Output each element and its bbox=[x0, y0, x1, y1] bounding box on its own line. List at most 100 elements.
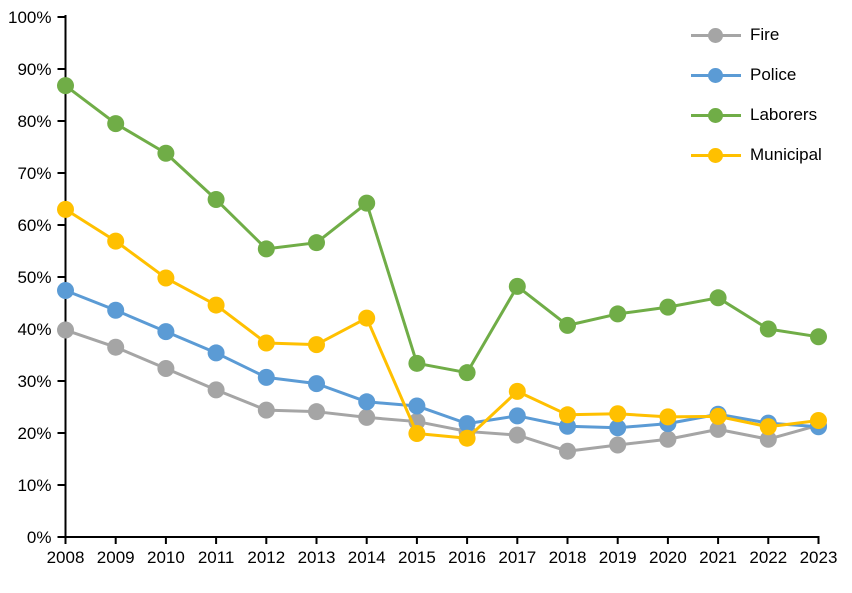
x-axis-label: 2022 bbox=[749, 548, 787, 567]
data-point-police-2009 bbox=[107, 301, 125, 319]
data-point-fire-2010 bbox=[157, 360, 175, 378]
data-point-fire-2017 bbox=[508, 426, 526, 444]
series-line-fire bbox=[64, 328, 820, 453]
data-point-municipal-2016 bbox=[458, 429, 476, 447]
data-point-police-2015 bbox=[408, 397, 426, 415]
data-point-police-2017 bbox=[508, 407, 526, 425]
legend-label-municipal: Municipal bbox=[750, 145, 822, 164]
data-point-laborers-2020 bbox=[659, 298, 677, 316]
x-axis-label: 2018 bbox=[549, 548, 587, 567]
legend-marker-police-icon bbox=[691, 67, 741, 83]
y-axis-label: 30% bbox=[17, 372, 51, 391]
legend-label-fire: Fire bbox=[750, 25, 780, 44]
data-point-fire-2018 bbox=[559, 442, 576, 460]
data-point-laborers-2018 bbox=[559, 316, 576, 334]
y-axis-label: 60% bbox=[17, 216, 51, 235]
data-point-laborers-2012 bbox=[257, 240, 275, 258]
data-point-municipal-2015 bbox=[408, 425, 426, 443]
legend-item-laborers: Laborers bbox=[691, 95, 822, 135]
data-point-laborers-2023 bbox=[810, 328, 827, 346]
data-point-laborers-2019 bbox=[609, 305, 627, 323]
y-axis-label: 40% bbox=[17, 320, 51, 339]
data-point-municipal-2021 bbox=[709, 407, 727, 425]
data-point-police-2011 bbox=[207, 344, 225, 362]
x-axis-label: 2009 bbox=[97, 548, 135, 567]
data-point-municipal-2009 bbox=[107, 232, 125, 250]
legend-label-laborers: Laborers bbox=[750, 105, 818, 124]
y-axis-label: 90% bbox=[17, 60, 51, 79]
legend-item-police: Police bbox=[691, 55, 822, 95]
x-axis-label: 2019 bbox=[599, 548, 637, 567]
data-point-fire-2019 bbox=[609, 436, 627, 454]
data-point-fire-2014 bbox=[358, 408, 376, 426]
x-axis-label: 2013 bbox=[298, 548, 336, 567]
data-point-municipal-2020 bbox=[659, 408, 677, 426]
data-point-police-2019 bbox=[609, 419, 627, 437]
data-point-municipal-2013 bbox=[308, 336, 325, 354]
x-axis-label: 2023 bbox=[800, 548, 838, 567]
legend-marker-fire-icon bbox=[691, 27, 741, 43]
x-axis-label: 2014 bbox=[348, 548, 386, 567]
data-point-police-2010 bbox=[157, 323, 175, 341]
data-point-police-2012 bbox=[257, 368, 275, 386]
data-point-fire-2022 bbox=[759, 430, 777, 448]
data-point-municipal-2010 bbox=[157, 269, 175, 287]
y-axis-label: 80% bbox=[17, 112, 51, 131]
data-point-police-2016 bbox=[458, 415, 476, 433]
x-axis-label: 2017 bbox=[498, 548, 536, 567]
data-point-fire-2009 bbox=[107, 338, 125, 356]
data-point-laborers-2017 bbox=[508, 277, 526, 295]
legend-dot-swatch bbox=[708, 107, 723, 123]
data-point-fire-2011 bbox=[207, 381, 225, 399]
data-point-fire-2020 bbox=[659, 430, 677, 448]
data-point-police-2008 bbox=[57, 282, 74, 300]
legend-label-police: Police bbox=[750, 65, 797, 84]
y-axis-label: 100% bbox=[8, 8, 51, 27]
data-point-laborers-2010 bbox=[157, 144, 175, 162]
series-line-police bbox=[64, 289, 820, 430]
data-point-laborers-2015 bbox=[408, 354, 426, 372]
legend-marker-municipal-icon bbox=[691, 147, 741, 163]
data-point-laborers-2013 bbox=[308, 234, 325, 252]
y-axis-label: 10% bbox=[17, 476, 51, 495]
legend-dot-swatch bbox=[708, 27, 723, 43]
x-axis-label: 2020 bbox=[649, 548, 687, 567]
legend-item-fire: Fire bbox=[691, 15, 822, 55]
data-point-municipal-2023 bbox=[810, 412, 827, 430]
data-point-laborers-2022 bbox=[759, 320, 777, 338]
series-line-municipal bbox=[64, 207, 820, 440]
x-axis-label: 2008 bbox=[47, 548, 85, 567]
data-point-fire-2021 bbox=[709, 420, 727, 438]
x-axis-label: 2010 bbox=[147, 548, 185, 567]
data-point-laborers-2014 bbox=[358, 194, 376, 212]
data-point-municipal-2011 bbox=[207, 296, 225, 314]
data-point-municipal-2017 bbox=[508, 382, 526, 400]
data-point-fire-2013 bbox=[308, 403, 325, 421]
legend-item-municipal: Municipal bbox=[691, 135, 822, 175]
x-axis-label: 2012 bbox=[247, 548, 285, 567]
data-point-laborers-2009 bbox=[107, 115, 125, 133]
data-point-police-2014 bbox=[358, 393, 376, 411]
legend: Fire Police Laborers Municipal bbox=[691, 15, 822, 175]
data-point-laborers-2016 bbox=[458, 364, 476, 382]
y-axis-label: 70% bbox=[17, 164, 51, 183]
x-axis-label: 2011 bbox=[198, 548, 235, 567]
legend-dot-swatch bbox=[708, 67, 723, 83]
data-point-laborers-2008 bbox=[57, 77, 74, 95]
x-axis-label: 2021 bbox=[699, 548, 737, 567]
legend-dot-swatch bbox=[708, 147, 723, 163]
y-axis-label: 20% bbox=[17, 424, 51, 443]
y-axis-label: 50% bbox=[17, 268, 51, 287]
legend-marker-laborers-icon bbox=[691, 107, 741, 123]
data-point-municipal-2012 bbox=[257, 334, 275, 352]
data-point-laborers-2011 bbox=[207, 191, 225, 209]
series-line-laborers bbox=[64, 84, 820, 375]
x-axis-label: 2016 bbox=[448, 548, 486, 567]
data-point-municipal-2008 bbox=[57, 200, 74, 218]
data-point-fire-2012 bbox=[257, 401, 275, 419]
data-point-police-2013 bbox=[308, 375, 325, 393]
data-point-municipal-2018 bbox=[559, 406, 576, 424]
data-point-municipal-2019 bbox=[609, 405, 627, 423]
